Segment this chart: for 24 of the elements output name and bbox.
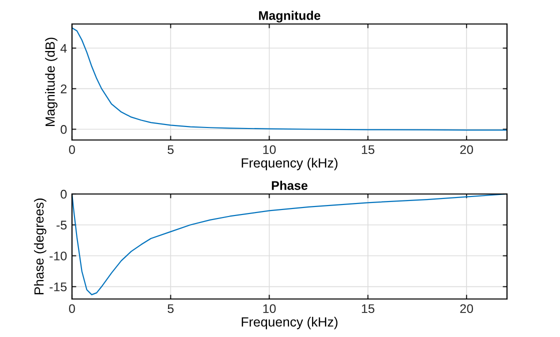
y-tick-label: -15 (50, 282, 67, 292)
x-axis-title: Frequency (kHz) (242, 316, 338, 330)
x-tick-label: 5 (168, 145, 174, 154)
y-tick-label: -10 (50, 252, 67, 260)
y-tick-label: 0 (60, 125, 67, 134)
x-tick-label: 10 (263, 145, 276, 154)
x-tick-label: 15 (362, 145, 374, 154)
y-tick-label: -5 (56, 220, 67, 230)
chart-title: Phase (272, 180, 308, 190)
x-tick-label: 0 (69, 145, 75, 154)
x-tick-label: 15 (362, 304, 374, 314)
line-series (72, 27, 507, 131)
y-tick-label: 4 (60, 44, 67, 53)
y-tick-label: 0 (60, 190, 67, 199)
x-tick-label: 0 (69, 304, 75, 314)
y-axis-title: Magnitude (dB) (45, 38, 58, 126)
chart-title: Magnitude (259, 10, 320, 22)
x-tick-label: 5 (168, 304, 174, 314)
x-tick-label: 20 (460, 304, 474, 314)
y-axis-title: Phase (degrees) (34, 198, 46, 294)
y-tick-label: 2 (60, 84, 67, 94)
x-axis-title: Frequency (kHz) (242, 158, 338, 170)
x-tick-label: 10 (263, 304, 276, 314)
x-tick-label: 20 (460, 145, 474, 154)
